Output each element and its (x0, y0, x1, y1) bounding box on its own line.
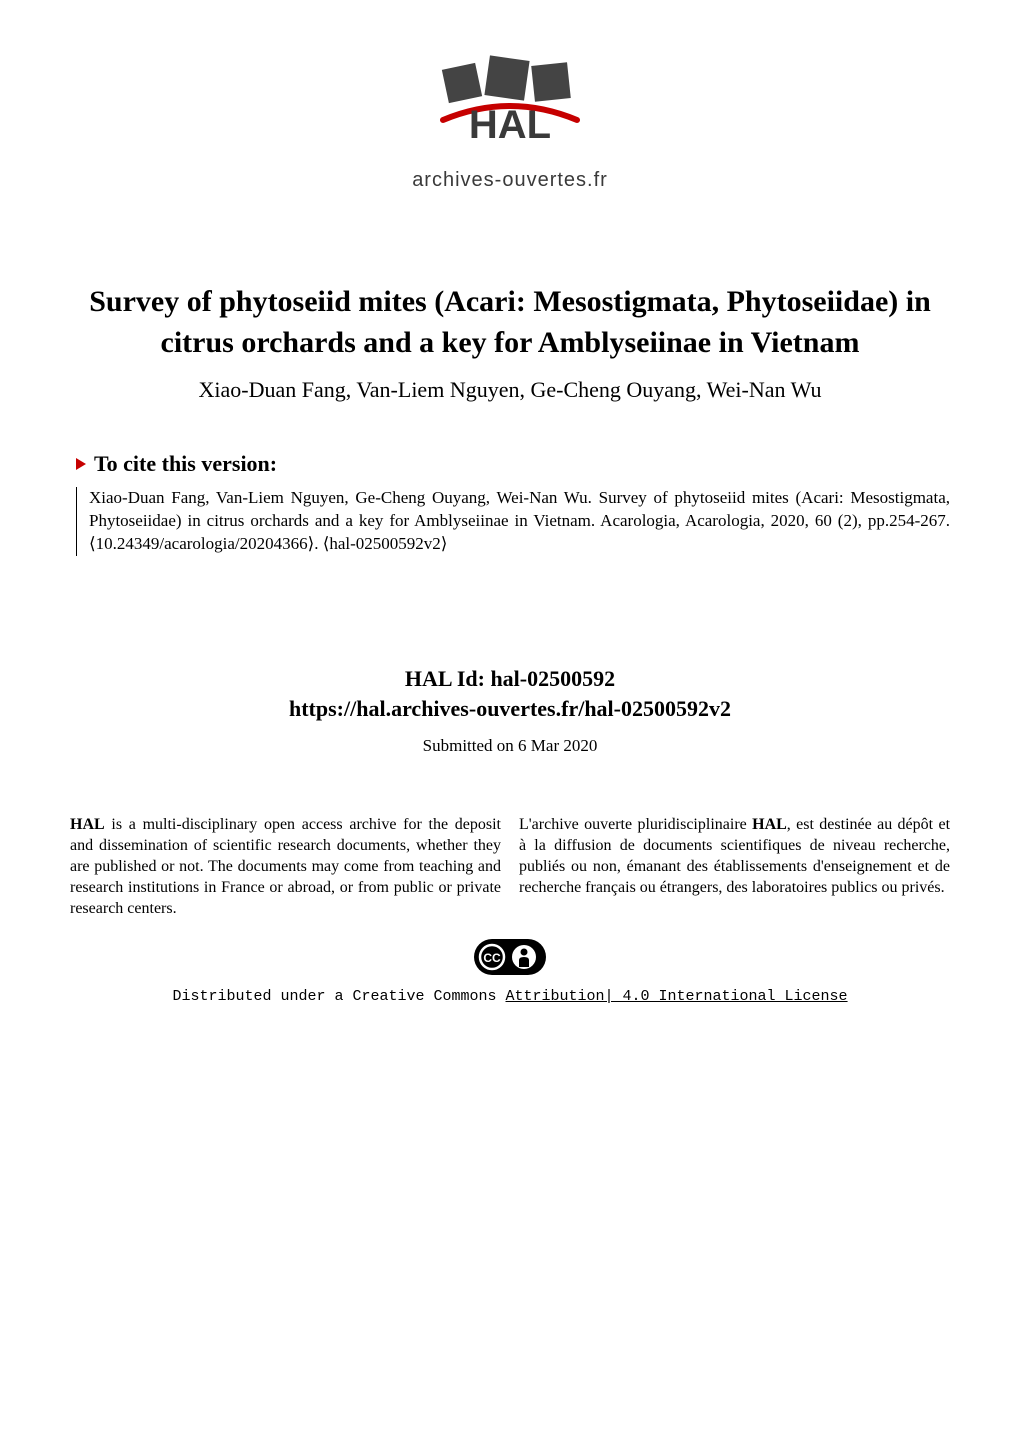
license-link[interactable]: Attribution| 4.0 International License (506, 988, 848, 1005)
bold-hal-right: HAL (752, 816, 787, 833)
cite-heading-text: To cite this version: (94, 451, 277, 476)
hal-logo-block: HAL archives-ouvertes.fr (0, 0, 1020, 192)
hal-url[interactable]: https://hal.archives-ouvertes.fr/hal-025… (0, 696, 1020, 722)
hal-id: HAL Id: hal-02500592 (0, 666, 1020, 692)
column-right-text: L'archive ouverte pluridisciplinaire HAL… (519, 816, 950, 896)
column-left-text: is a multi-disciplinary open access arch… (70, 816, 501, 917)
column-right: L'archive ouverte pluridisciplinaire HAL… (519, 814, 950, 920)
license-block: CC Distributed under a Creative Commons … (0, 939, 1020, 1005)
hal-logo: HAL (425, 48, 595, 158)
license-text: Distributed under a Creative Commons Att… (0, 988, 1020, 1005)
cite-block: To cite this version: Xiao-Duan Fang, Va… (0, 451, 1020, 556)
cite-body: Xiao-Duan Fang, Van-Liem Nguyen, Ge-Chen… (76, 487, 950, 556)
caret-icon (76, 458, 86, 470)
paper-authors: Xiao-Duan Fang, Van-Liem Nguyen, Ge-Chen… (80, 377, 940, 403)
svg-text:HAL: HAL (469, 103, 551, 147)
hal-id-block: HAL Id: hal-02500592 https://hal.archive… (0, 666, 1020, 756)
bold-hal-left: HAL (70, 816, 105, 833)
cite-heading: To cite this version: (76, 451, 950, 477)
submitted-date: Submitted on 6 Mar 2020 (0, 736, 1020, 756)
svg-text:CC: CC (483, 951, 501, 965)
logo-subtitle: archives-ouvertes.fr (0, 169, 1020, 192)
cc-badge-icon: CC (474, 939, 546, 975)
column-left: HAL is a multi-disciplinary open access … (70, 814, 501, 920)
title-block: Survey of phytoseiid mites (Acari: Mesos… (0, 282, 1020, 403)
paper-title: Survey of phytoseiid mites (Acari: Mesos… (80, 282, 940, 363)
license-prefix: Distributed under a Creative Commons (172, 988, 505, 1005)
description-columns: HAL is a multi-disciplinary open access … (0, 814, 1020, 920)
